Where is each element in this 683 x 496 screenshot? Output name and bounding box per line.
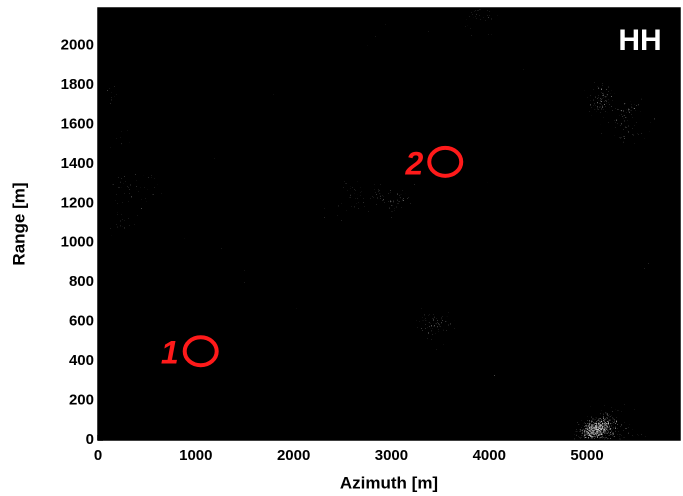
x-tick-label: 3000 <box>375 447 408 464</box>
y-tick-label: 1600 <box>61 115 94 132</box>
target-label: 1 <box>161 335 179 371</box>
sar-image <box>98 8 680 440</box>
y-tick-label: 1800 <box>61 76 94 93</box>
y-axis-label: Range [m] <box>9 182 28 265</box>
x-tick-label: 2000 <box>277 447 310 464</box>
chart: HH Azimuth [m] Range [m] 010002000300040… <box>0 0 683 496</box>
y-tick-label: 1000 <box>61 234 94 251</box>
y-tick-label: 0 <box>86 431 94 448</box>
x-tick-label: 5000 <box>570 447 603 464</box>
y-tick-label: 1400 <box>61 155 94 172</box>
y-tick-label: 400 <box>69 352 94 369</box>
y-tick-label: 800 <box>69 273 94 290</box>
x-tick-label: 0 <box>94 447 102 464</box>
x-tick-label: 1000 <box>179 447 212 464</box>
target-label: 2 <box>404 145 423 181</box>
channel-label: HH <box>618 24 661 57</box>
y-tick-label: 600 <box>69 313 94 330</box>
image-edge <box>98 8 107 440</box>
y-tick-label: 2000 <box>61 36 94 53</box>
x-axis-label: Azimuth [m] <box>340 473 438 492</box>
x-tick-label: 4000 <box>473 447 506 464</box>
y-tick-label: 200 <box>69 392 94 409</box>
y-tick-label: 1200 <box>61 194 94 211</box>
